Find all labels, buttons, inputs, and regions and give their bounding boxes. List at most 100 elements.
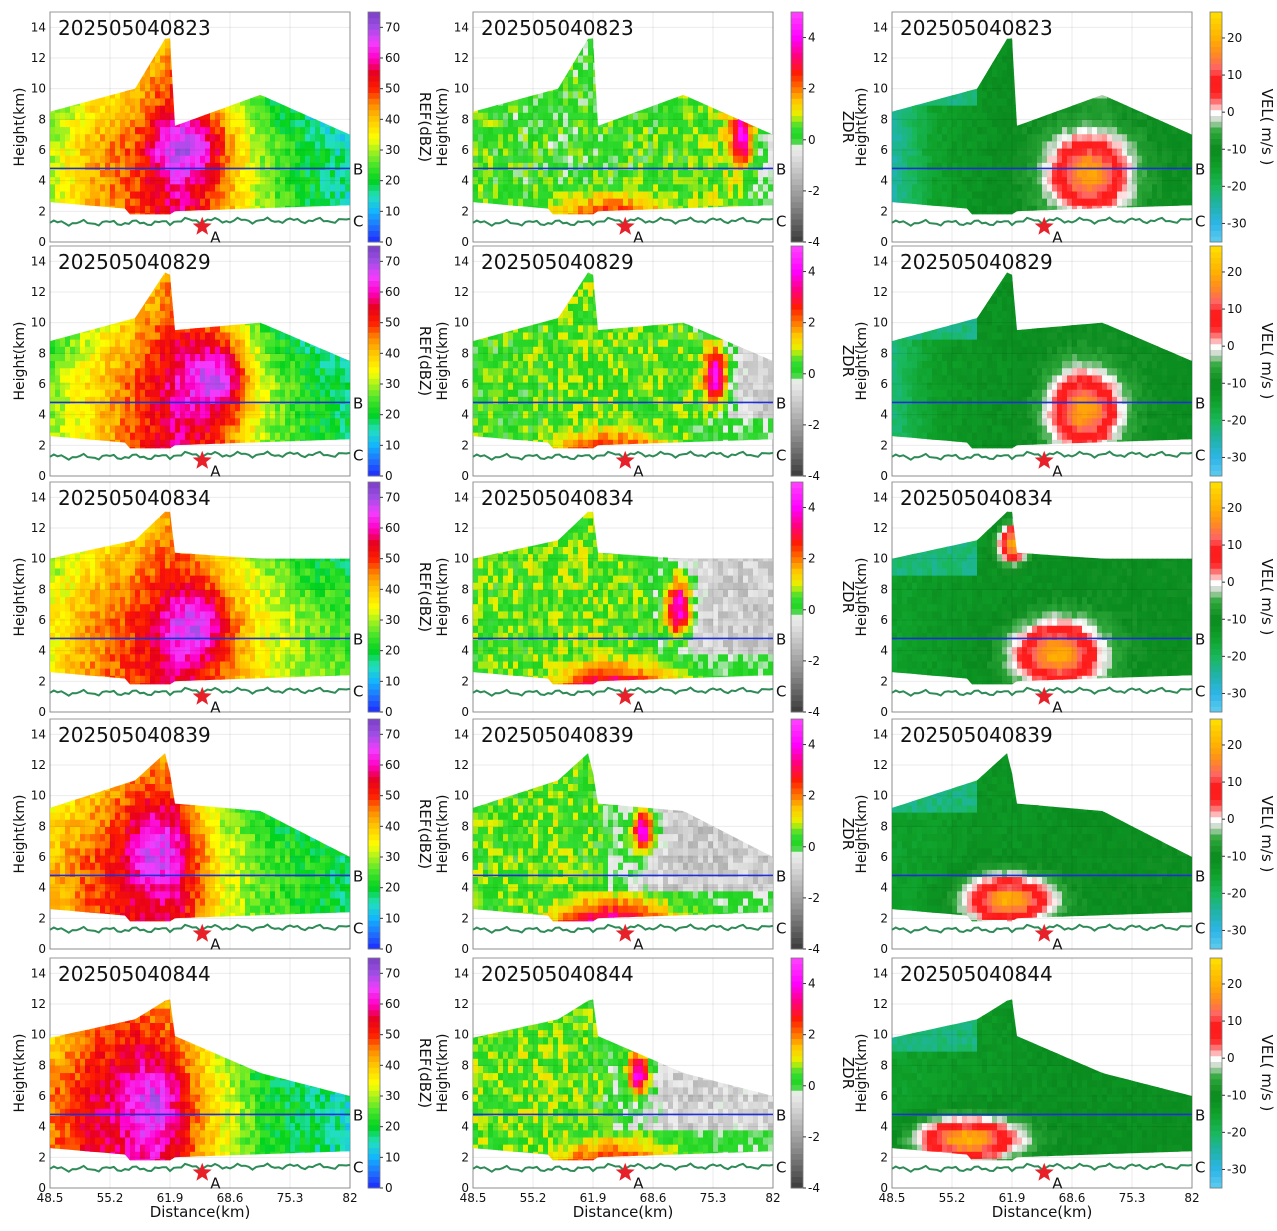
colorbar-tick-label: 20 (385, 1120, 400, 1134)
y-tick-label: 10 (454, 552, 469, 566)
colorbar-tick-label: 70 (385, 254, 400, 268)
y-axis-label: Height(km) (12, 88, 28, 167)
marker-label-b: B (776, 394, 786, 412)
colorbar-tick-label: 20 (1227, 501, 1242, 515)
y-tick-label: 10 (873, 789, 888, 803)
y-tick-label: 0 (38, 469, 46, 483)
y-tick-label: 8 (461, 112, 469, 126)
marker-label-b: B (1195, 160, 1205, 178)
x-tick-label: 68.6 (1059, 1191, 1086, 1205)
colorbar-tick-label: 40 (385, 346, 400, 360)
y-tick-label: 14 (873, 966, 888, 980)
y-tick-label: 12 (454, 758, 469, 772)
marker-label-b: B (1195, 867, 1205, 885)
panel-timestamp: 202505040823 (58, 16, 211, 40)
colorbar-tick-label: 0 (808, 133, 816, 147)
y-tick-label: 14 (31, 490, 46, 504)
marker-label-a: A (210, 1175, 221, 1193)
colorbar-tick-label: 0 (1227, 812, 1235, 826)
y-tick-label: 14 (454, 966, 469, 980)
panel-vel-202505040839: ABC20250504083902468101214Height(km)-30-… (854, 718, 1276, 956)
colorbar-tick-label: 10 (385, 1150, 400, 1164)
y-tick-label: 14 (31, 20, 46, 34)
colorbar-label: REF(dBZ) (416, 1038, 434, 1108)
y-tick-label: 6 (461, 143, 469, 157)
marker-label-b: B (1195, 1106, 1205, 1124)
colorbar-tick-label: 50 (385, 789, 400, 803)
panel-ref-202505040829: A B C 202505040829 0 2 4 6 8 10 12 14 Height(km) 0 10 2… (12, 245, 434, 483)
marker-label-c: C (776, 920, 786, 938)
panel-timestamp: 202505040834 (58, 486, 211, 510)
panel-timestamp: 202505040823 (481, 16, 634, 40)
y-tick-label: 8 (461, 1058, 469, 1072)
y-tick-label: 6 (38, 850, 46, 864)
panel-zdr-202505040844: A B C 202505040844 0 2 4 6 8 10 12 14 Height(km) 48.5… (435, 957, 857, 1221)
panel-zdr-202505040834: A B C 202505040834 0 2 4 6 8 10 12 14 Height(km) -4 -2… (435, 481, 857, 719)
y-axis-label: Height(km) (854, 88, 870, 167)
x-tick-label: 48.5 (879, 1191, 906, 1205)
y-tick-label: 4 (461, 881, 469, 895)
y-tick-label: 14 (454, 20, 469, 34)
x-tick-label: 75.3 (1119, 1191, 1146, 1205)
x-tick-label: 68.6 (640, 1191, 667, 1205)
y-tick-label: 6 (461, 850, 469, 864)
panel-timestamp: 202505040829 (481, 250, 634, 274)
colorbar-tick-label: 0 (385, 469, 393, 483)
panel-zdr-202505040829: A B C 202505040829 0 2 4 6 8 10 12 14 Height(km) -4 -2… (435, 245, 857, 483)
y-tick-label: 2 (880, 674, 888, 688)
marker-label-c: C (1195, 1159, 1205, 1177)
colorbar-tick-label: 70 (385, 966, 400, 980)
colorbar-tick-label: 60 (385, 51, 400, 65)
y-tick-label: 4 (38, 1120, 46, 1134)
y-tick-label: 0 (461, 469, 469, 483)
x-tick-label: 82 (342, 1191, 357, 1205)
y-tick-label: 4 (38, 644, 46, 658)
y-tick-label: 6 (880, 377, 888, 391)
colorbar-tick-label: 40 (385, 819, 400, 833)
colorbar-ref: 0 10 20 30 40 50 60 70 REF(dBZ) (367, 957, 434, 1195)
colorbar-tick-label: -2 (808, 891, 820, 905)
y-tick-label: 12 (873, 997, 888, 1011)
marker-label-c: C (1195, 447, 1205, 465)
y-tick-label: 12 (31, 997, 46, 1011)
colorbar-tick-label: -30 (1227, 686, 1247, 700)
y-tick-label: 14 (873, 20, 888, 34)
colorbar-ref: 0 10 20 30 40 50 60 70 REF(dBZ) (367, 718, 434, 956)
y-tick-label: 0 (461, 235, 469, 249)
colorbar-ref: 0 10 20 30 40 50 60 70 REF(dBZ) (367, 245, 434, 483)
x-tick-label: 61.9 (157, 1191, 184, 1205)
panel-timestamp: 202505040844 (481, 962, 634, 986)
y-tick-label: 6 (461, 1089, 469, 1103)
marker-label-c: C (776, 683, 786, 701)
marker-label-b: B (776, 160, 786, 178)
y-tick-label: 8 (38, 582, 46, 596)
y-axis-label: Height(km) (12, 322, 28, 401)
colorbar-vel: -30 -20 -10 0 10 20 VEL( m/s ) (1209, 245, 1276, 477)
star-marker-a (615, 450, 635, 469)
marker-label-b: B (776, 630, 786, 648)
panel-timestamp: 202505040834 (481, 486, 634, 510)
y-tick-label: 8 (461, 582, 469, 596)
panel-timestamp: 202505040829 (900, 250, 1053, 274)
star-marker-a (192, 216, 212, 235)
y-tick-label: 4 (880, 644, 888, 658)
x-tick-label: 68.6 (217, 1191, 244, 1205)
colorbar-tick-label: -10 (1227, 612, 1247, 626)
y-tick-label: 0 (38, 1181, 46, 1195)
colorbar-vel: -30 -20 -10 0 10 20 VEL( m/s ) (1209, 718, 1276, 950)
y-tick-label: 14 (454, 727, 469, 741)
panel-timestamp: 202505040839 (481, 723, 634, 747)
y-tick-label: 14 (873, 490, 888, 504)
y-tick-label: 8 (880, 112, 888, 126)
x-tick-label: 75.3 (277, 1191, 304, 1205)
y-tick-label: 2 (38, 1150, 46, 1164)
star-marker-a (1034, 450, 1054, 469)
x-tick-label: 55.2 (520, 1191, 547, 1205)
y-tick-label: 8 (38, 819, 46, 833)
y-tick-label: 0 (461, 705, 469, 719)
panel-timestamp: 202505040839 (58, 723, 211, 747)
x-tick-label: 61.9 (580, 1191, 607, 1205)
y-tick-label: 8 (461, 346, 469, 360)
y-axis-label: Height(km) (435, 88, 451, 167)
y-tick-label: 8 (880, 346, 888, 360)
